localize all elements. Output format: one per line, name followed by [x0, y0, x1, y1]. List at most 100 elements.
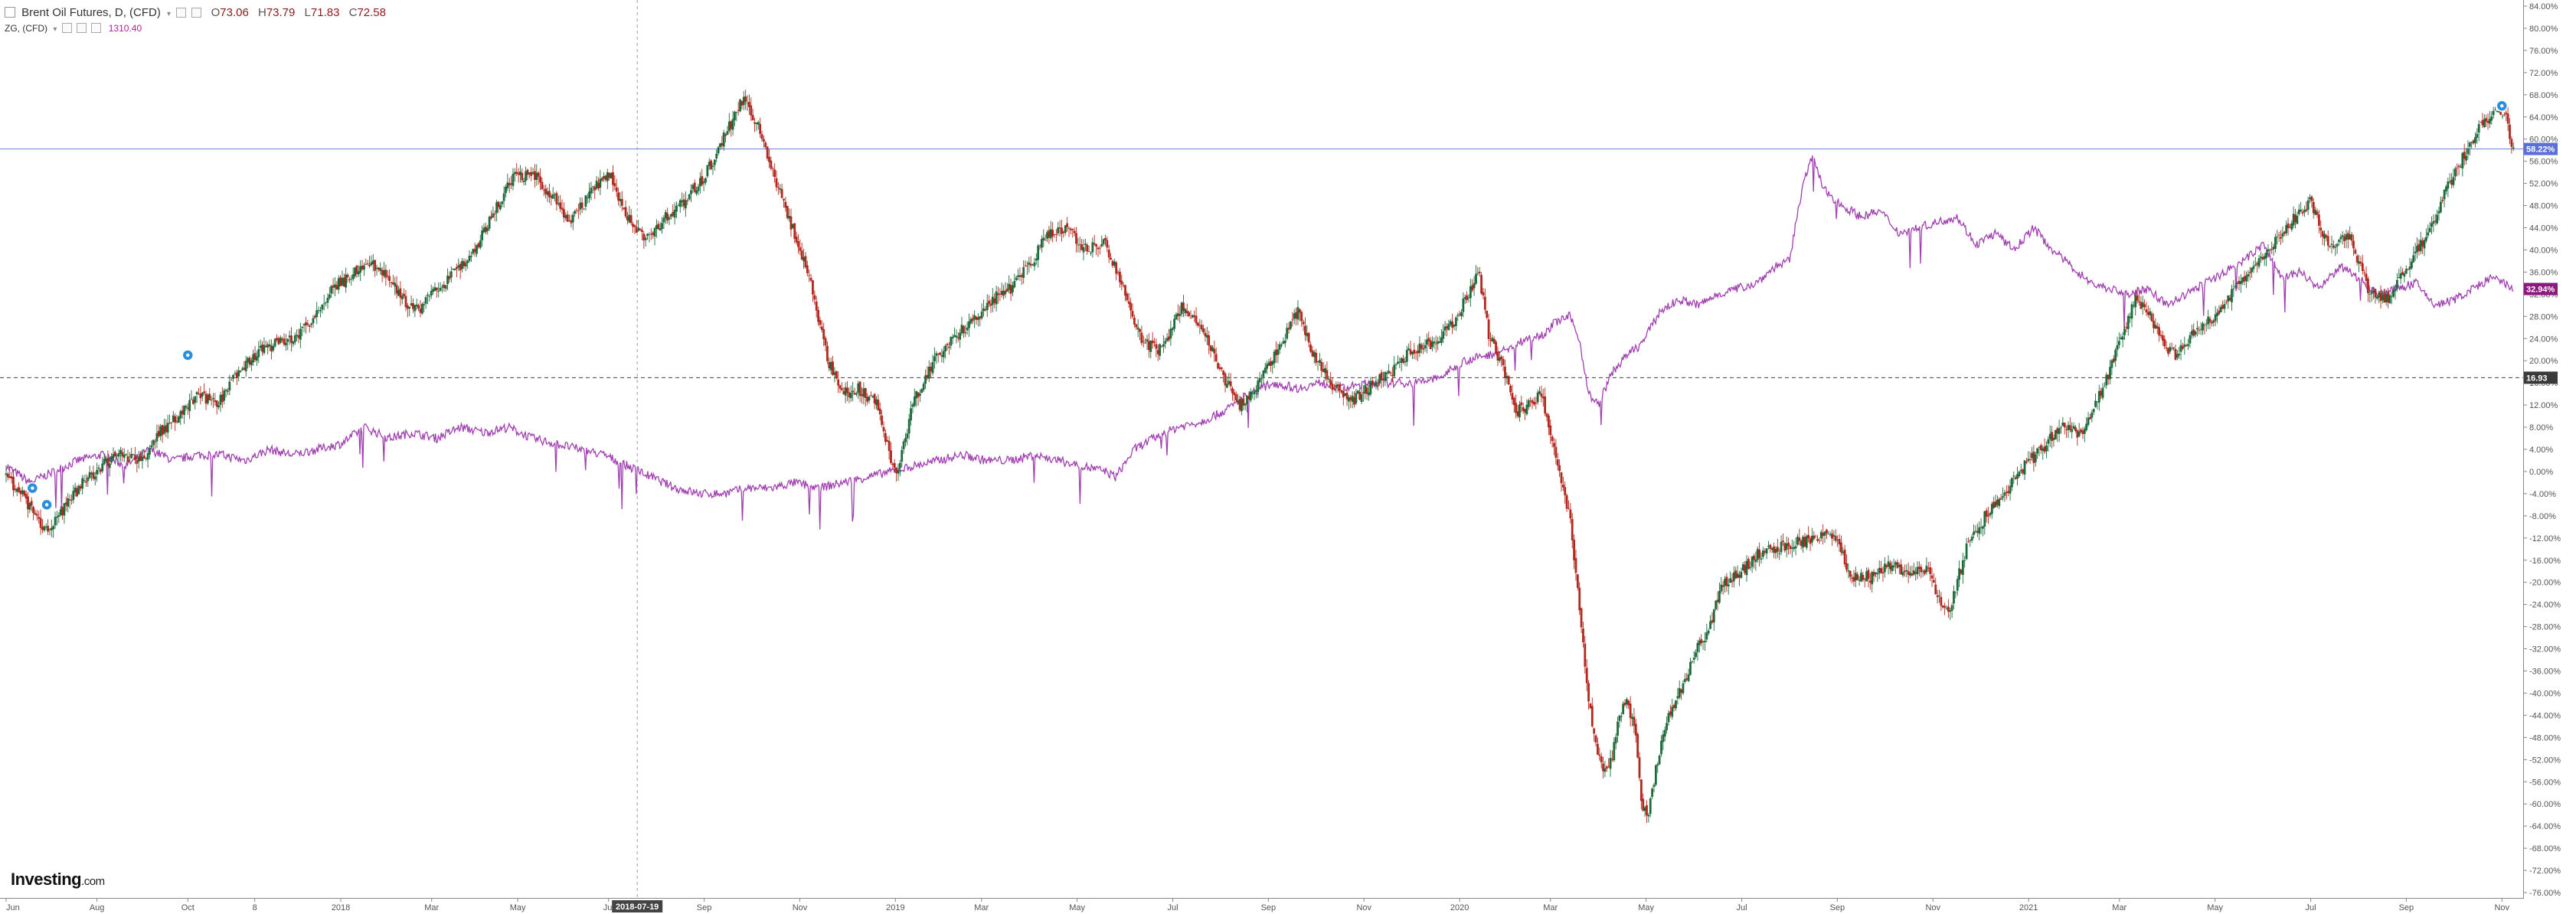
candle: [359, 260, 362, 282]
candle: [400, 292, 404, 305]
candle: [1336, 381, 1339, 393]
candle: [2228, 294, 2231, 302]
candle: [2027, 451, 2030, 463]
candle: [864, 387, 867, 407]
candle: [263, 337, 266, 355]
candle: [88, 465, 91, 479]
candle: [799, 239, 802, 256]
candle: [1974, 525, 1977, 534]
candle: [476, 244, 478, 257]
candle: [1453, 324, 1456, 331]
candle: [1319, 353, 1321, 366]
chevron-down-icon[interactable]: ▾: [53, 25, 57, 34]
candle: [1720, 576, 1723, 594]
collapse-legend-icon[interactable]: [5, 7, 15, 18]
candle: [1241, 398, 1243, 416]
event-marker-icon[interactable]: [181, 349, 195, 361]
secondary-series-legend[interactable]: ZG, (CFD) ▾ 1310.40: [5, 23, 142, 34]
candle: [203, 383, 206, 395]
y-tick-label: -56.00%: [2529, 778, 2561, 787]
candle: [1184, 308, 1187, 317]
candle: [1602, 756, 1604, 779]
candle: [235, 369, 238, 385]
candle: [2101, 383, 2104, 400]
candle: [1122, 282, 1125, 288]
hide-icon[interactable]: [77, 23, 87, 33]
remove-icon[interactable]: [91, 23, 102, 33]
candle: [2100, 387, 2103, 400]
chevron-down-icon[interactable]: ▾: [167, 10, 172, 18]
x-tick-label: Sep: [1261, 903, 1277, 912]
candle: [757, 120, 760, 130]
price-axis[interactable]: 84.00% 80.00% 76.00% 72.00% 68.00% 64.00% 60.0…: [2524, 0, 2576, 914]
candle: [1035, 253, 1038, 266]
candle: [804, 252, 807, 269]
candle: [2447, 177, 2450, 197]
candle: [1309, 341, 1312, 354]
candle: [97, 464, 100, 475]
candle: [374, 260, 377, 277]
candle: [1466, 291, 1469, 304]
candle: [399, 281, 402, 306]
candle: [740, 100, 744, 109]
candle: [32, 505, 34, 521]
candle: [1675, 700, 1677, 711]
hide-icon[interactable]: [191, 8, 202, 18]
candle: [898, 460, 901, 477]
candle: [2149, 308, 2152, 320]
candle: [1930, 567, 1934, 587]
candle: [1017, 269, 1019, 281]
candle: [152, 439, 155, 449]
candle: [2141, 295, 2144, 315]
candle: [1790, 539, 1793, 558]
settings-icon[interactable]: [176, 8, 187, 18]
main-series-legend[interactable]: Brent Oil Futures, D, (CFD) ▾ O73.06 H73…: [5, 6, 386, 19]
candle: [1378, 374, 1381, 387]
event-marker-icon[interactable]: [41, 498, 53, 511]
y-tick-label: -24.00%: [2529, 601, 2561, 610]
candle: [134, 446, 136, 465]
candle: [708, 158, 711, 171]
candle: [2338, 239, 2340, 246]
candle: [2172, 347, 2175, 351]
candle: [986, 294, 989, 318]
candle: [433, 282, 436, 292]
candle: [1943, 602, 1947, 615]
candle: [1008, 275, 1011, 294]
event-marker-icon[interactable]: [2496, 100, 2509, 113]
candle: [1365, 384, 1368, 400]
candle: [301, 326, 304, 337]
candle: [2083, 426, 2086, 442]
candle: [325, 301, 327, 306]
candle: [968, 313, 970, 338]
candle: [715, 149, 718, 163]
candle: [1397, 355, 1399, 365]
candle: [1400, 357, 1403, 372]
candle: [1180, 301, 1183, 317]
time-axis[interactable]: Jun Aug Oct 8 2018 Mar May Jul Sep Nov 2019 Mar May J…: [0, 899, 2524, 914]
candle: [612, 165, 614, 192]
candle: [2480, 121, 2482, 123]
event-marker-icon[interactable]: [26, 481, 39, 495]
candle: [1253, 390, 1256, 400]
candle: [281, 336, 284, 343]
candle: [1671, 698, 1674, 720]
candle: [1066, 217, 1069, 232]
candle: [617, 188, 619, 206]
candle: [248, 355, 251, 367]
candle: [2461, 152, 2464, 177]
candle: [557, 195, 560, 207]
settings-icon[interactable]: [61, 23, 72, 33]
chart-plot-area[interactable]: [0, 0, 2524, 899]
candle: [1947, 599, 1950, 619]
candle: [1364, 383, 1367, 400]
candle: [2061, 416, 2064, 426]
candle: [277, 336, 280, 345]
candle: [564, 212, 567, 221]
candle: [1251, 390, 1254, 399]
candle: [2058, 419, 2061, 442]
candle: [846, 381, 848, 401]
candle: [346, 273, 349, 283]
candle: [302, 323, 306, 333]
investing-logo: Investing.com: [11, 870, 105, 890]
